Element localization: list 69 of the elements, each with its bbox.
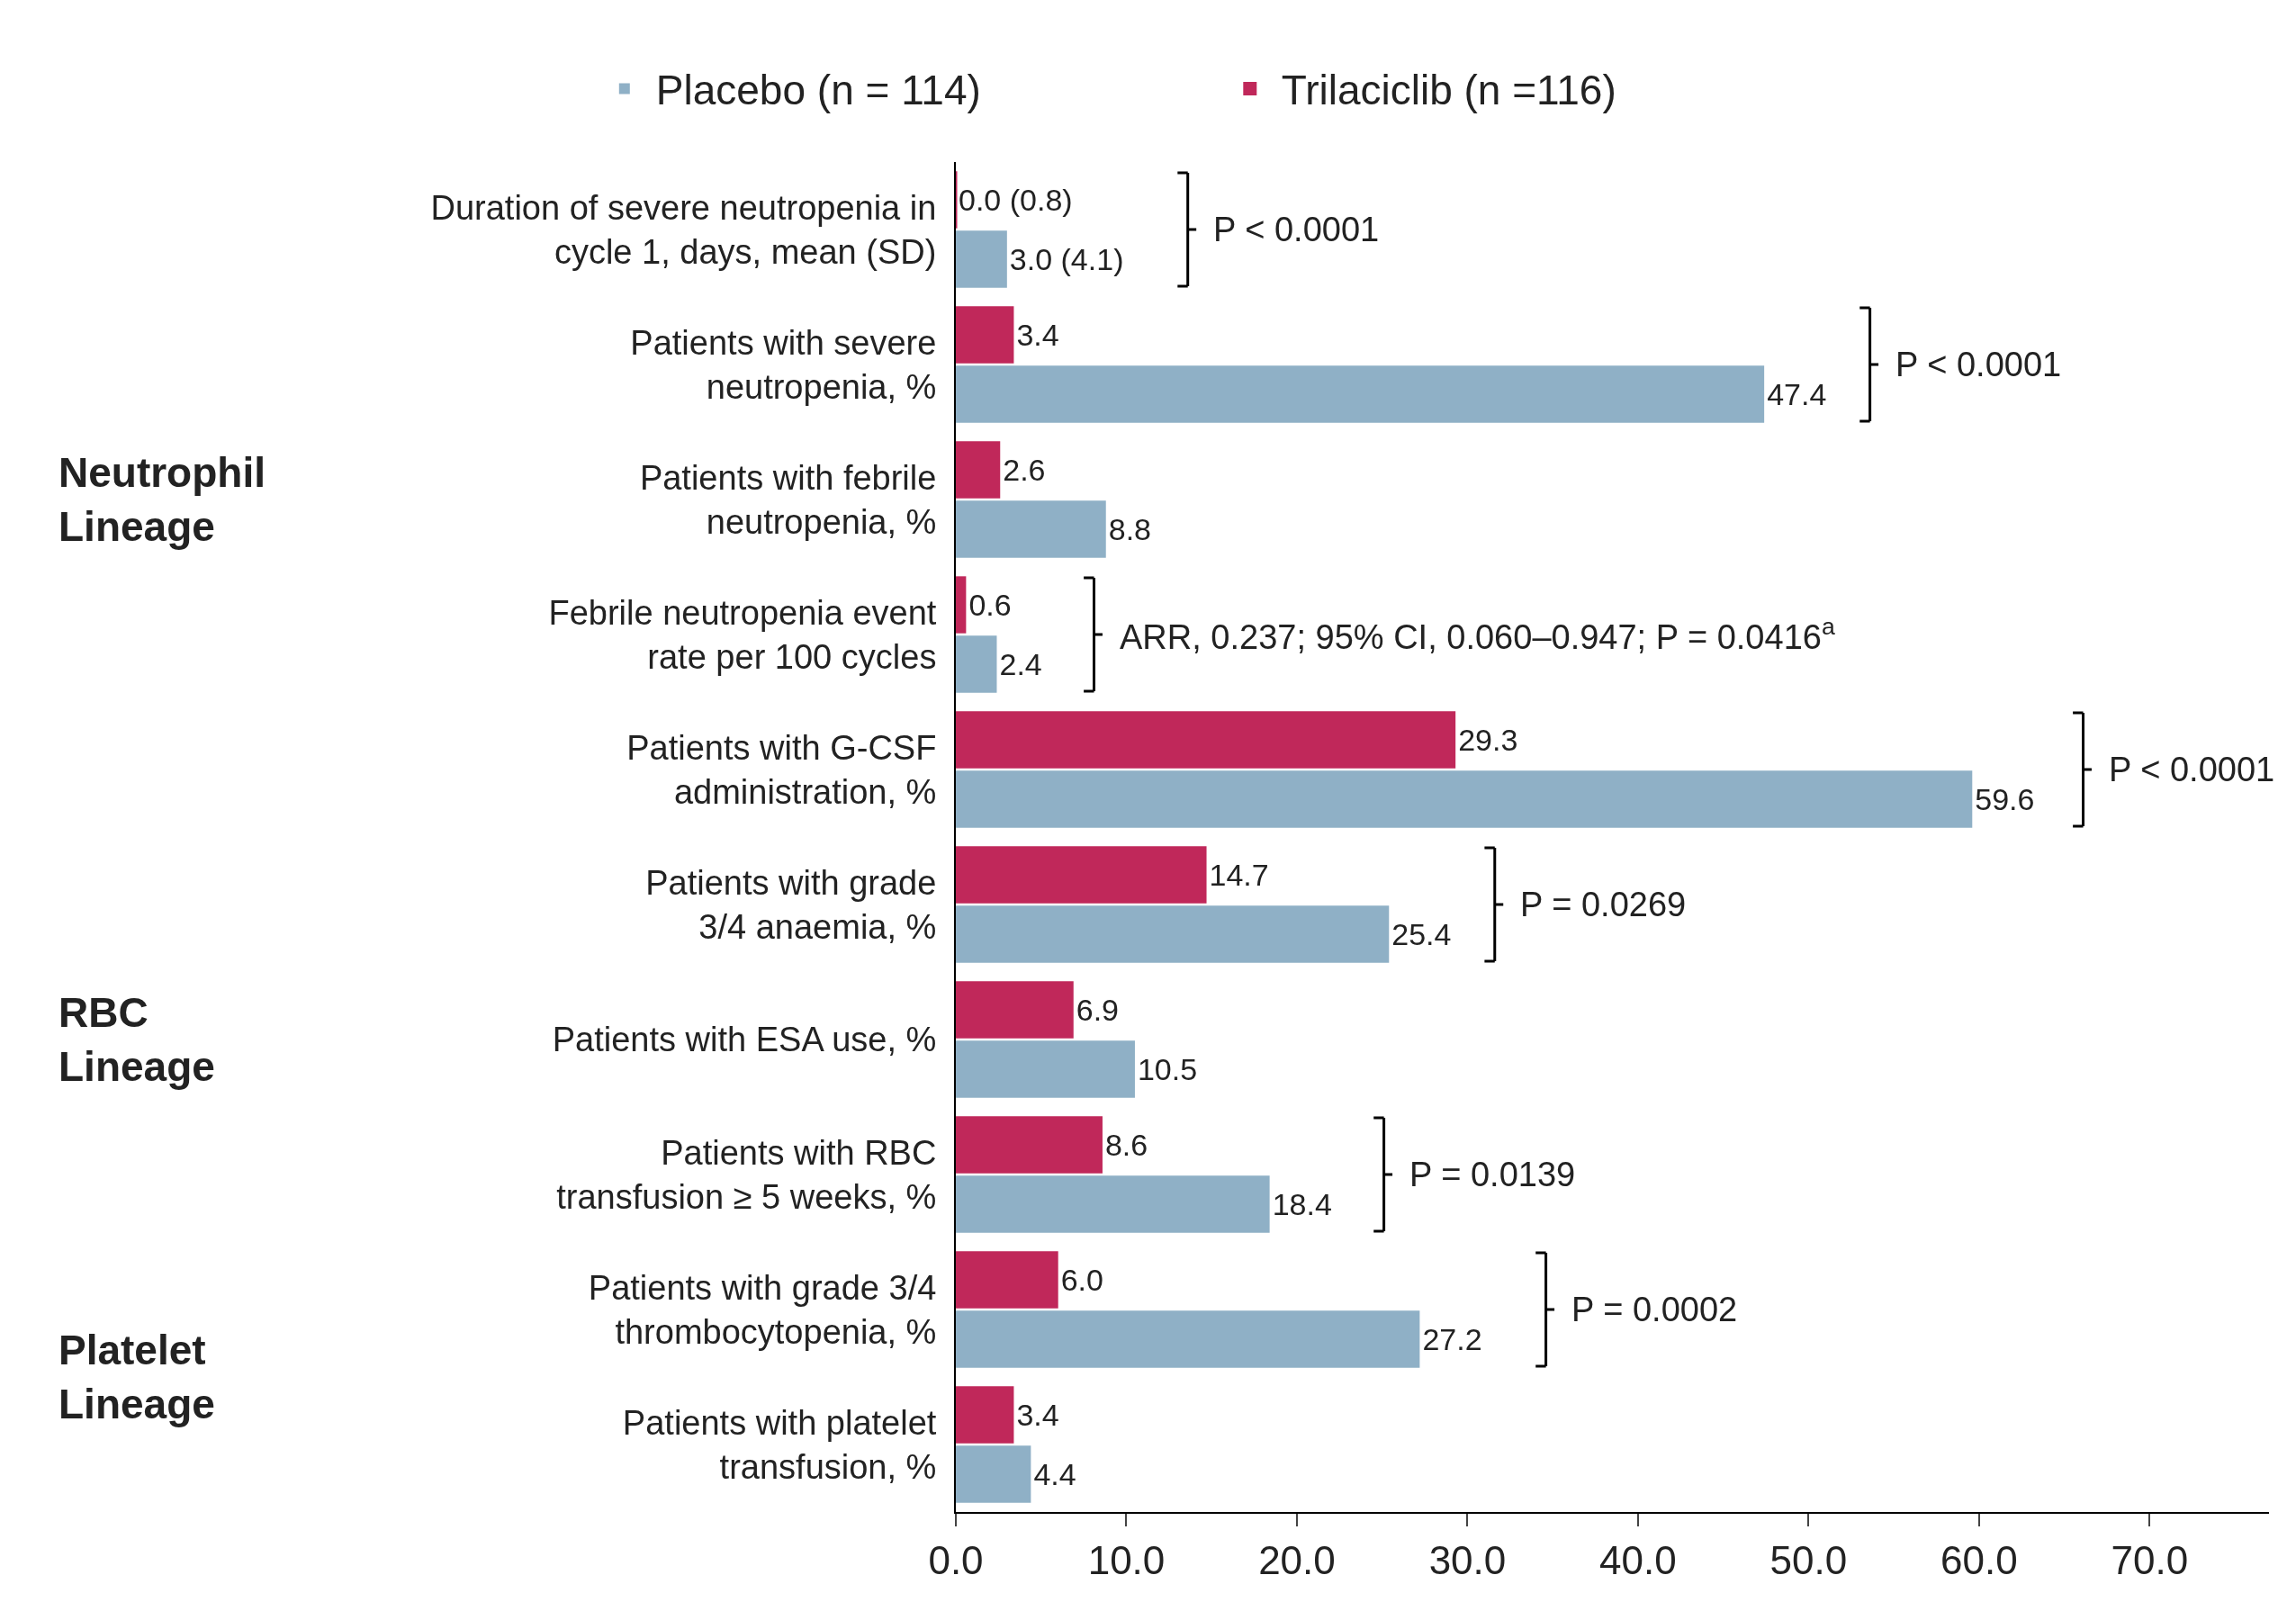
y-tick-label: Patients with RBC transfusion ≥ 5 weeks, % [556,1133,937,1216]
data-label: 8.8 [1108,512,1152,546]
bar [956,981,1074,1039]
y-tick-label: Patients with febrile neutropenia, % [639,458,937,541]
data-label: 6.0 [1060,1263,1103,1297]
legend-label: Placebo (n = 114) [655,67,981,114]
bar [956,441,1001,499]
y-tick-label: Duration of severe neutropenia in cycle 1, days, mean (SD) [430,188,937,271]
x-tick-label: 30.0 [1428,1537,1507,1582]
y-tick-label: Febrile neutropenia event rate per 100 cycles [548,593,937,676]
bar [956,576,967,634]
data-label: 3.0 (4.1) [1009,242,1124,276]
annotation: P < 0.0001 [1213,211,1380,248]
data-label: 18.4 [1272,1187,1332,1221]
y-tick-label: Patients with grade 3/4 anaemia, % [645,863,937,946]
x-tick-label: 0.0 [928,1537,984,1582]
x-tick-label: 60.0 [1940,1537,2018,1582]
annotation: P < 0.0001 [1895,346,2062,383]
annotation: ARR, 0.237; 95% CI, 0.060–0.947; P = 0.0416$^{a}$ [1120,613,1835,656]
y-tick-label: Patients with ESA use, % [552,1021,937,1059]
y-tick-label: Patients with grade 3/4 thrombocytopenia, % [588,1268,937,1351]
bar [956,1310,1420,1368]
x-tick-label: 40.0 [1599,1537,1677,1582]
data-label: 27.2 [1422,1322,1482,1356]
data-label: 59.6 [1975,782,2035,816]
bar [956,1251,1058,1309]
annotation: P = 0.0269 [1520,886,1687,923]
data-label: 14.7 [1209,858,1269,892]
bar [956,846,1207,904]
text: Platelet Lineage [59,1327,215,1427]
y-tick-label: Patients with severe neutropenia, % [630,323,937,406]
data-label: 10.5 [1137,1052,1198,1086]
annotation: P < 0.0001 [2109,751,2275,788]
data-label: 47.4 [1767,377,1827,411]
annotation: P = 0.0139 [1409,1156,1576,1193]
x-tick-label: 50.0 [1769,1537,1848,1582]
bar [956,365,1765,423]
bar [956,230,1007,288]
bar [956,1386,1014,1444]
bar [956,1445,1031,1503]
data-label: 29.3 [1458,723,1518,757]
text: Neutrophil Lineage [59,449,266,550]
bar [956,1040,1135,1098]
data-label: 0.6 [968,588,1012,622]
bar [956,905,1390,963]
data-label: 6.9 [1076,993,1120,1027]
data-label: 3.4 [1016,1398,1059,1432]
x-tick-label: 20.0 [1258,1537,1336,1582]
bar [956,635,997,693]
bar [956,711,1456,769]
data-label: 0.0 (0.8) [959,183,1073,217]
text: RBC Lineage [59,989,215,1090]
data-label: 25.4 [1391,917,1452,951]
data-label: 3.4 [1016,318,1059,352]
bar [956,1175,1270,1233]
bar [956,1116,1103,1174]
x-tick-label: 10.0 [1087,1537,1166,1582]
y-tick-label: Patients with G-CSF administration, % [626,728,937,811]
legend-label: Trilaciclib (n =116) [1281,67,1616,114]
data-label: 2.6 [1003,453,1046,487]
data-label: 8.6 [1104,1128,1148,1162]
y-tick-label: Patients with platelet transfusion, % [622,1403,937,1486]
bar [956,500,1106,558]
x-tick-label: 70.0 [2111,1537,2189,1582]
bar [956,770,1973,828]
data-label: 4.4 [1033,1457,1076,1491]
annotation: P = 0.0002 [1571,1291,1738,1328]
bar [956,306,1014,364]
data-label: 2.4 [999,647,1042,681]
